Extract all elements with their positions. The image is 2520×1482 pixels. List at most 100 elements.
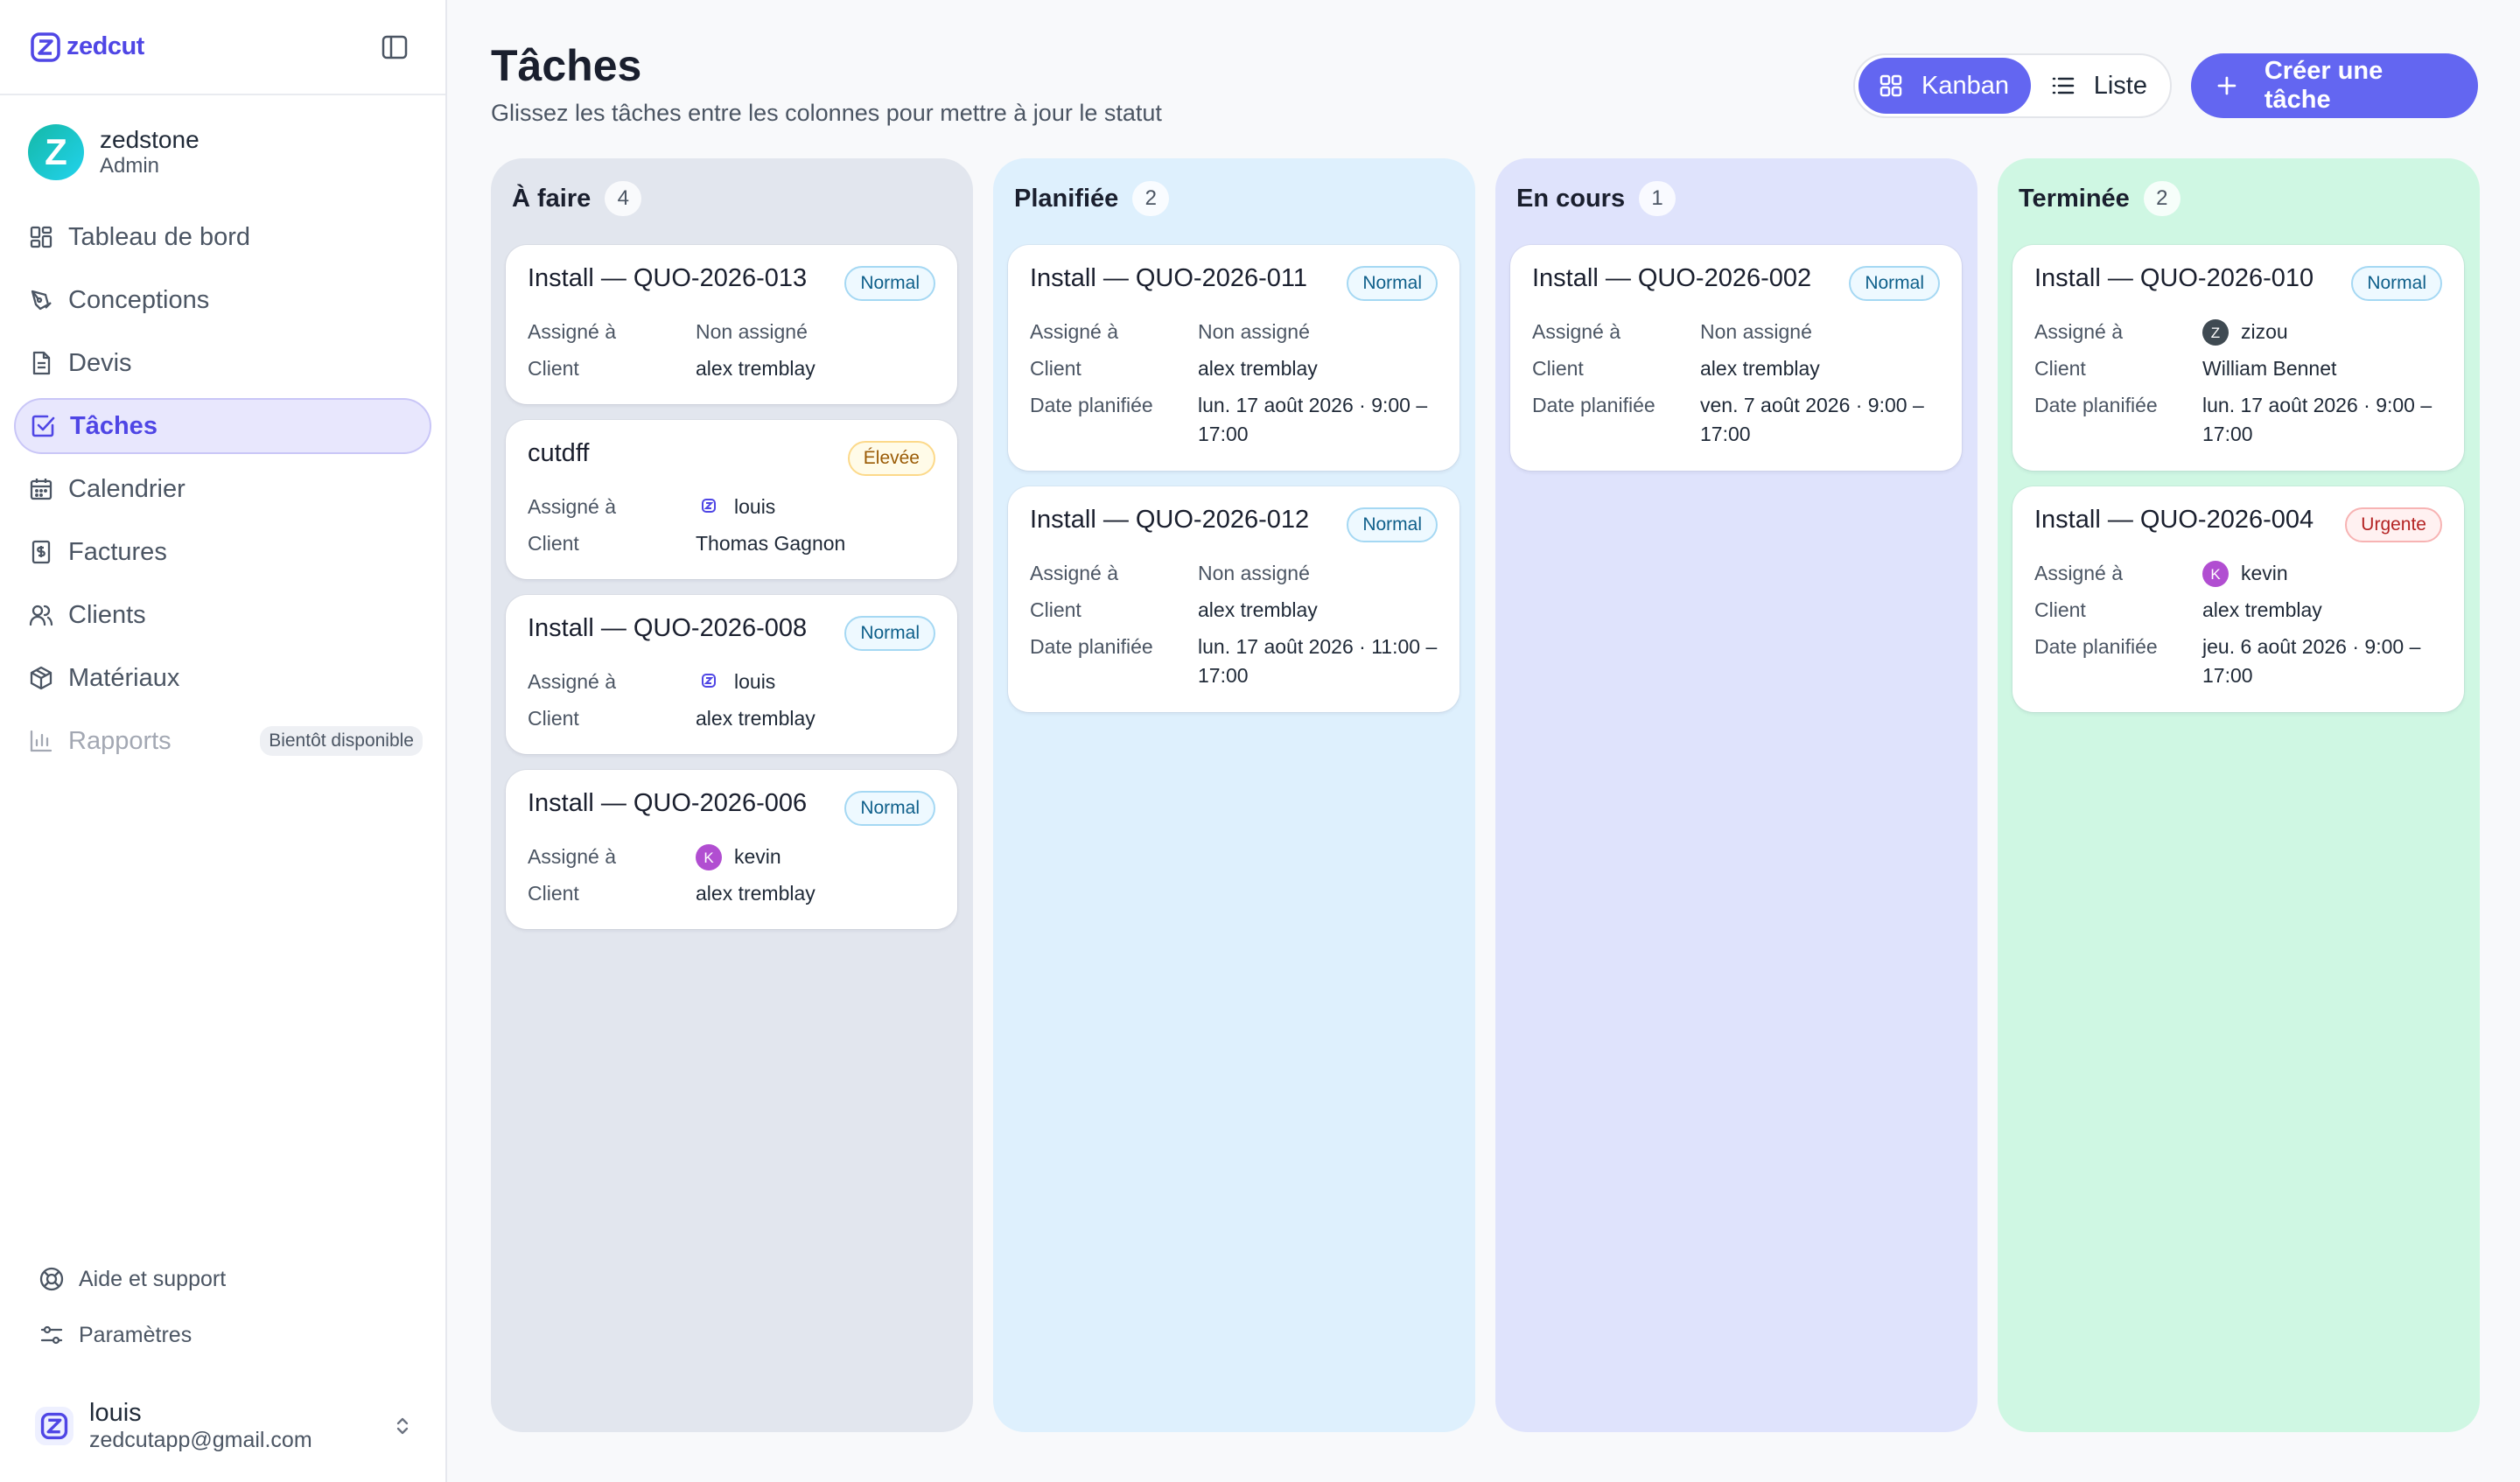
grid-icon bbox=[1880, 74, 1902, 97]
sidebar-item-calendrier[interactable]: Calendrier bbox=[14, 461, 431, 517]
client-name: alex tremblay bbox=[696, 357, 816, 380]
assigned-label: Assigné à bbox=[1532, 320, 1621, 343]
assigned-row: Assigné à Non assigné bbox=[528, 318, 940, 346]
task-title: Install — QUO-2026-012 bbox=[1030, 506, 1310, 534]
client-row: Client alex tremblay bbox=[528, 704, 940, 733]
coming-soon-badge: Bientôt disponible bbox=[260, 726, 423, 756]
planned-date-line: 17:00 bbox=[1198, 423, 1249, 445]
task-card[interactable]: Install — QUO-2026-012 Normal Assigné à … bbox=[1008, 486, 1460, 712]
assignee-name: louis bbox=[734, 495, 776, 518]
client-label: Client bbox=[2034, 357, 2086, 380]
sidebar: zedcut Z zedstone Admin Tableau de bord bbox=[0, 0, 447, 1482]
client-row: Client alex tremblay bbox=[1532, 354, 1944, 383]
kanban-label: Kanban bbox=[1922, 71, 2009, 100]
date-row: Date planifiée lun. 17 août 2026 · 11:00… bbox=[1030, 633, 1442, 690]
planned-date-line: 17:00 bbox=[1700, 423, 1751, 445]
column-header: Terminée 2 bbox=[2019, 181, 2180, 216]
sidebar-item-clients[interactable]: Clients bbox=[14, 587, 431, 643]
users-icon bbox=[29, 605, 53, 626]
client-row: Client alex tremblay bbox=[1030, 596, 1442, 625]
sidebar-item-taches[interactable]: Tâches bbox=[14, 398, 431, 454]
assignee: Non assigné bbox=[1198, 562, 1310, 584]
assigned-row: Assigné à Non assigné bbox=[1532, 318, 1944, 346]
task-card[interactable]: Install — QUO-2026-002 Normal Assigné à … bbox=[1510, 245, 1962, 471]
client-label: Client bbox=[2034, 598, 2086, 621]
assigned-row: Assigné à louis bbox=[528, 668, 940, 696]
task-title: Install — QUO-2026-004 bbox=[2034, 506, 2314, 534]
assigned-label: Assigné à bbox=[528, 320, 617, 343]
client-name: Thomas Gagnon bbox=[696, 532, 846, 555]
sidebar-item-label: Devis bbox=[68, 348, 132, 377]
client-name: alex tremblay bbox=[696, 882, 816, 905]
assigned-label: Assigné à bbox=[2034, 320, 2124, 343]
planned-date-line: 17:00 bbox=[1198, 664, 1249, 687]
check-square-icon bbox=[32, 415, 55, 437]
task-card[interactable]: Install — QUO-2026-010 Normal Assigné à … bbox=[2012, 245, 2464, 471]
column-count: 2 bbox=[1132, 181, 1170, 216]
panel-left-icon bbox=[382, 35, 408, 59]
sidebar-header: zedcut bbox=[0, 0, 445, 95]
task-card[interactable]: Install — QUO-2026-006 Normal Assigné à … bbox=[506, 770, 957, 929]
task-card[interactable]: Install — QUO-2026-013 Normal Assigné à … bbox=[506, 245, 957, 404]
client-label: Client bbox=[528, 532, 579, 555]
calendar-icon bbox=[30, 479, 52, 500]
planned-date: lun. 17 août 2026 · 9:00 – 17:00 bbox=[2202, 391, 2432, 449]
app-logo[interactable]: zedcut bbox=[30, 31, 144, 63]
create-task-button[interactable]: Créer une tâche bbox=[2191, 53, 2478, 118]
sidebar-item-materiaux[interactable]: Matériaux bbox=[14, 650, 431, 706]
assignee: louis bbox=[696, 493, 775, 521]
task-card[interactable]: Install — QUO-2026-008 Normal Assigné à … bbox=[506, 595, 957, 754]
planned-date-line: lun. 17 août 2026 · 9:00 – bbox=[1198, 394, 1428, 416]
assigned-label: Assigné à bbox=[1030, 562, 1119, 584]
kanban-view-button[interactable]: Kanban bbox=[1858, 58, 2031, 114]
account-menu[interactable]: louis zedcutapp@gmail.com bbox=[0, 1391, 445, 1461]
assignee: Non assigné bbox=[1700, 320, 1812, 343]
sidebar-item-devis[interactable]: Devis bbox=[14, 335, 431, 391]
client-label: Client bbox=[528, 357, 579, 380]
sidebar-item-dashboard[interactable]: Tableau de bord bbox=[14, 209, 431, 265]
task-card[interactable]: cutdff Élevée Assigné à louis Client Tho… bbox=[506, 420, 957, 579]
sidebar-item-conceptions[interactable]: Conceptions bbox=[14, 272, 431, 328]
settings-link[interactable]: Paramètres bbox=[38, 1307, 419, 1363]
planned-date-line: 17:00 bbox=[2202, 423, 2253, 445]
planned-date-line: jeu. 6 août 2026 · 9:00 – bbox=[2202, 635, 2421, 658]
client-label: Client bbox=[1030, 357, 1082, 380]
task-title: Install — QUO-2026-013 bbox=[528, 264, 808, 292]
page-subtitle: Glissez les tâches entre les colonnes po… bbox=[491, 100, 1162, 126]
pen-tool-icon bbox=[31, 290, 52, 311]
sidebar-item-label: Tableau de bord bbox=[68, 222, 250, 251]
avatar: K bbox=[2202, 561, 2229, 587]
column-title: Planifiée bbox=[1014, 184, 1119, 213]
list-view-button[interactable]: Liste bbox=[2031, 58, 2166, 114]
client-name: William Bennet bbox=[2202, 357, 2337, 380]
column-title: À faire bbox=[512, 184, 592, 213]
help-support-link[interactable]: Aide et support bbox=[38, 1251, 419, 1307]
priority-badge: Normal bbox=[1347, 266, 1438, 301]
assigned-row: Assigné à Z zizou bbox=[2034, 318, 2446, 346]
client-label: Client bbox=[1030, 598, 1082, 621]
date-row: Date planifiée lun. 17 août 2026 · 9:00 … bbox=[2034, 391, 2446, 449]
assignee-name: kevin bbox=[734, 845, 781, 868]
app-name: zedcut bbox=[66, 32, 144, 60]
file-text-icon bbox=[32, 351, 51, 375]
zedcut-account-icon bbox=[35, 1407, 74, 1445]
client-name: alex tremblay bbox=[696, 707, 816, 730]
column-header: Planifiée 2 bbox=[1014, 181, 1170, 216]
sidebar-item-label: Conceptions bbox=[68, 285, 210, 314]
settings-label: Paramètres bbox=[79, 1322, 192, 1347]
client-row: Client Thomas Gagnon bbox=[528, 529, 940, 558]
workspace-user[interactable]: Z zedstone Admin bbox=[0, 95, 445, 209]
sidebar-toggle-button[interactable] bbox=[377, 30, 412, 65]
task-card[interactable]: Install — QUO-2026-004 Urgente Assigné à… bbox=[2012, 486, 2464, 712]
assignee-name: louis bbox=[734, 670, 776, 693]
user-name: zedstone bbox=[100, 126, 200, 153]
task-card[interactable]: Install — QUO-2026-011 Normal Assigné à … bbox=[1008, 245, 1460, 471]
assignee-name: kevin bbox=[2241, 562, 2288, 584]
planned-date-line: lun. 17 août 2026 · 9:00 – bbox=[2202, 394, 2432, 416]
column-title: En cours bbox=[1516, 184, 1626, 213]
client-row: Client alex tremblay bbox=[528, 354, 940, 383]
dollar-file-icon bbox=[32, 540, 51, 564]
column-count: 1 bbox=[1639, 181, 1676, 216]
priority-badge: Normal bbox=[1347, 507, 1438, 542]
sidebar-item-factures[interactable]: Factures bbox=[14, 524, 431, 580]
